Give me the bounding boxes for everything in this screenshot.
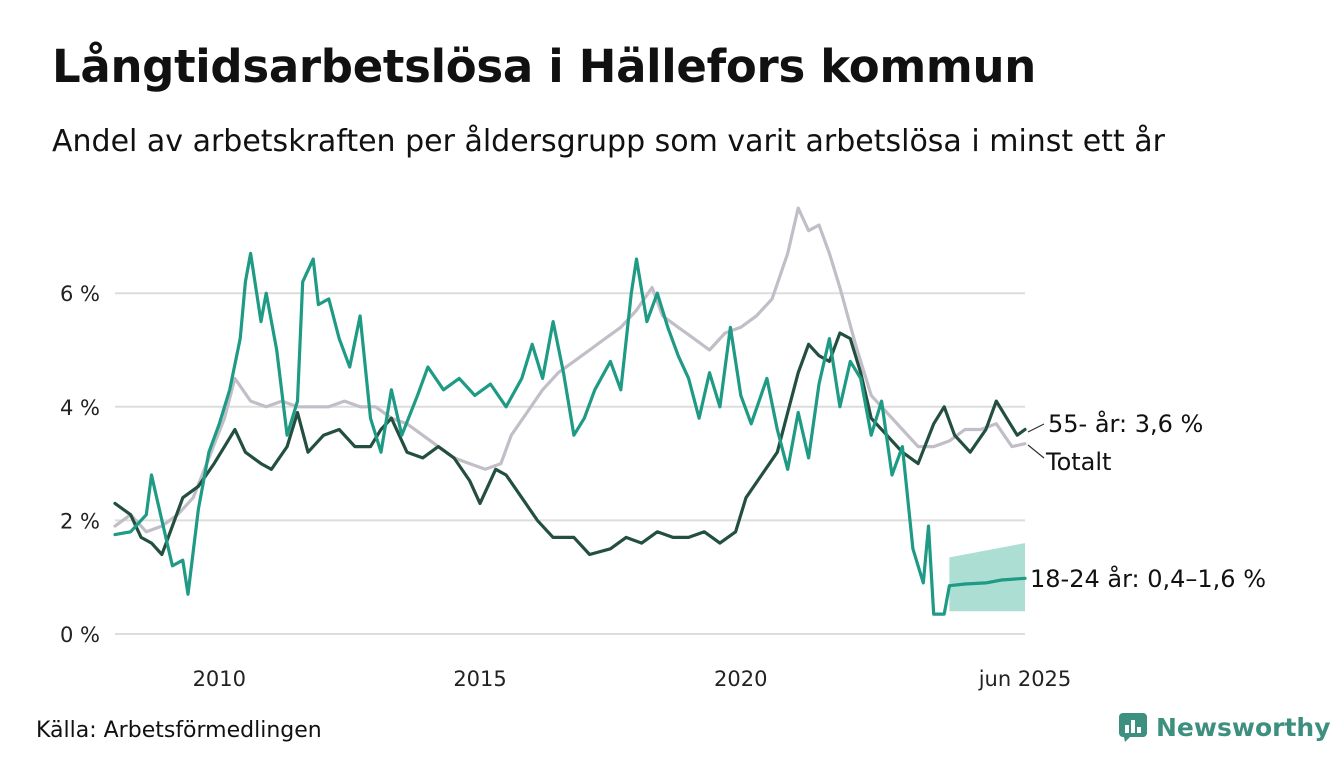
x-tick-label: jun 2025 [978,667,1072,691]
series-line [113,206,1027,534]
grid-lines [115,292,1025,635]
series-line [113,331,1027,557]
brand-name: Newsworthy [1156,712,1331,742]
series-end-label: Totalt [1045,448,1111,476]
label-leader-line [1027,444,1045,459]
confidence-band-layer [949,543,1025,612]
x-tick-label: 2015 [453,667,506,691]
source-note: Källa: Arbetsförmedlingen [36,718,322,743]
brand-logo[interactable]: Newsworthy [1118,712,1331,742]
y-tick-label: 6 % [60,282,100,306]
x-axis-ticks: 2010 2015 2020 jun 2025 [193,667,1072,691]
series-end-label: 18-24 år: 0,4–1,6 % [1030,564,1266,593]
y-tick-label: 0 % [60,623,100,647]
page-title: Långtidsarbetslösa i Hällefors kommun [52,40,1036,93]
series-end-label: 55- år: 3,6 % [1048,409,1203,438]
y-tick-label: 4 % [60,396,100,420]
uncertainty-band [949,543,1025,612]
end-labels: Totalt 55- år: 3,6 % 18-24 år: 0,4–1,6 % [1027,409,1266,593]
newsworthy-logo-icon [1119,713,1147,742]
x-tick-label: 2010 [193,667,246,691]
y-tick-label: 2 % [60,509,100,533]
x-tick-label: 2020 [714,667,767,691]
page-subtitle: Andel av arbetskraften per åldersgrupp s… [52,124,1165,159]
series-line [113,251,1027,616]
label-leader-line [1027,423,1045,433]
y-axis-ticks: 0 % 2 % 4 % 6 % [60,282,100,647]
series-layer [113,206,1027,616]
